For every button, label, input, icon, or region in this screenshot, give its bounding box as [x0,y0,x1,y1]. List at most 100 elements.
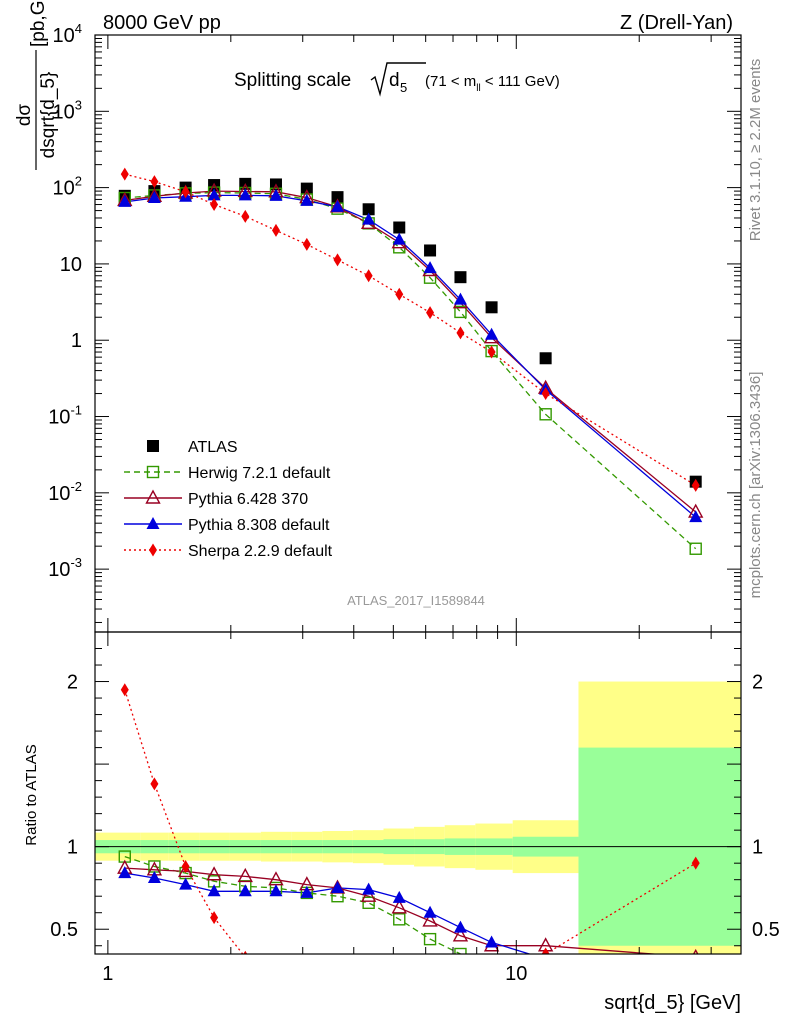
ratio-axis-ticks [95,632,741,954]
rivet-version-label: Rivet 3.1.10, ≥ 2.2M events [747,59,764,242]
legend-marker [149,543,157,557]
y-tick-label-base: 10 [53,178,75,200]
y-tick-label-exponent: -1 [70,403,82,418]
y-tick-label-base: 10 [53,101,75,123]
data-point-sherpa-2-2-9-default [541,387,550,401]
data-point-atlas [454,271,467,284]
ylabel-denominator: dsqrt{d_5} [38,72,59,159]
legend-marker [146,465,160,479]
y-tick-label-base: 10 [48,407,70,429]
ratio-point-pythia-6-428-370 [452,927,469,942]
title-range: (71 < mll < 111 GeV) [425,73,560,94]
legend-entry-herwig-7-2-1-default: Herwig 7.2.1 default [124,465,331,482]
data-point-pythia-8-308-default [331,199,345,212]
ratio-point-pythia-8-308-default [392,890,406,903]
ratio-point-sherpa-2-2-9-default [272,972,280,985]
ratio-series-markers [117,683,700,1003]
data-point-herwig-7-2-1-default [689,542,702,555]
ratio-point-pythia-6-428-370 [177,862,194,878]
y-tick-label: 103 [53,97,82,123]
ratio-point-sherpa-2-2-9-default [334,985,342,998]
y-tick-label-exponent: -3 [70,555,82,570]
ratio-point-pythia-8-308-default [362,882,376,895]
y-tick-label-base: 1 [71,330,82,352]
ratio-point-pythia-8-308-default [207,884,221,897]
ratio-point-pythia-8-308-default [179,877,193,890]
data-point-pythia-8-308-default [362,212,376,225]
analysis-id-label: ATLAS_2017_I1589844 [347,593,485,608]
y-tick-label-base: 10 [60,254,82,276]
ratio-point-sherpa-2-2-9-default [150,777,159,791]
ratio-y-tick-label-right: 0.5 [752,919,780,941]
legend-marker [145,489,161,504]
legend: ATLAS Herwig 7.2.1 default Pythia 6.428 37… [124,439,333,560]
main-y-axis-label: dσ dsqrt{d_5} [pb,GeV-1] [14,0,59,170]
y-tick-label: 10-1 [48,403,82,429]
series-line-pythia-6-428-370 [124,190,697,513]
data-point-sherpa-2-2-9-default [302,237,311,251]
y-tick-label-exponent: 2 [75,174,82,189]
x-axis-label: sqrt{d_5} [GeV] [604,992,741,1014]
data-point-atlas [485,301,498,314]
legend-marker [147,440,159,452]
ratio-point-pythia-8-308-default [300,885,314,898]
ratio-y-tick-labels: 0.5 0.5 1 1 2 2 [50,672,780,942]
data-point-pythia-8-308-default [423,261,437,274]
title-variable: d [389,70,400,91]
chart-title: Splitting scale d 5 (71 < mll < 111 GeV) [234,62,560,97]
ylabel-unit: [pb,GeV-1] [25,0,49,47]
ratio-point-sherpa-2-2-9-default [303,981,311,994]
ratio-point-sherpa-2-2-9-default [395,990,403,1003]
data-point-sherpa-2-2-9-default [181,185,190,199]
title-range-sub: ll [476,83,480,94]
ratio-point-herwig-7-2-1-default [540,976,551,987]
y-tick-label-base: 10 [53,25,75,47]
data-point-pythia-8-308-default [147,191,161,204]
ratio-y-tick-label-right: 1 [752,837,763,859]
ratio-point-pythia-8-308-default [118,866,132,879]
y-tick-label: 104 [53,21,82,47]
data-point-sherpa-2-2-9-default [395,287,404,301]
ratio-x-tick-labels: 1 10 [102,963,527,985]
ratio-line-herwig-7-2-1-default [124,855,463,954]
y-tick-label: 10-3 [48,555,82,581]
ratio-point-sherpa-2-2-9-default [488,981,496,994]
ratio-point-herwig-7-2-1-default [423,932,437,946]
legend-entry-pythia-6-428-370: Pythia 6.428 370 [124,489,308,508]
ratio-y-tick-label-right: 2 [752,672,763,694]
main-series-markers [117,167,704,555]
ratio-point-herwig-7-2-1-default [393,913,406,926]
mcplots-label: mcplots.cern.ch [arXiv:1306.3436] [747,372,764,599]
data-point-herwig-7-2-1-default [539,408,552,421]
ratio-point-herwig-7-2-1-default [454,947,467,954]
ratio-point-sherpa-2-2-9-default [243,950,248,954]
ratio-point-pythia-8-308-default [453,920,467,933]
legend-entry-atlas: ATLAS [147,439,238,456]
collision-label: 8000 GeV pp [103,12,221,34]
legend-entry-pythia-8-308-default: Pythia 8.308 default [124,517,330,534]
ylabel-numerator: dσ [14,104,35,127]
ratio-point-sherpa-2-2-9-default [541,947,550,954]
legend-label: Pythia 8.308 default [188,517,330,534]
ratio-frame [94,631,742,955]
ratio-point-pythia-8-308-default [485,935,499,948]
ratio-point-herwig-7-2-1-default [362,896,375,910]
ylabel-unit-a: [pb,GeV [28,0,49,47]
data-point-herwig-7-2-1-default [454,305,467,319]
data-point-sherpa-2-2-9-default [364,269,373,283]
ratio-point-pythia-8-308-default [423,905,437,918]
ratio-point-sherpa-2-2-9-default [120,683,129,697]
data-point-pythia-8-308-default [453,292,467,305]
ratio-point-pythia-8-308-default [331,880,345,893]
x-tick-label: 10 [505,963,527,985]
legend-marker [146,517,160,529]
y-tick-label: 10-2 [48,479,82,505]
legend-label: Sherpa 2.2.9 default [188,543,333,560]
y-tick-label: 102 [53,174,82,200]
data-point-atlas [331,191,344,204]
ratio-y-axis-label: Ratio to ATLAS [23,744,40,845]
data-point-pythia-8-308-default [118,194,132,207]
data-point-sherpa-2-2-9-default [120,167,129,181]
